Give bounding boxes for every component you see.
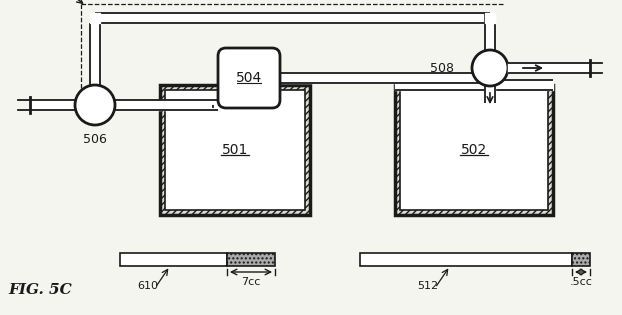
Bar <box>160 85 310 215</box>
Text: 7cc: 7cc <box>241 277 261 287</box>
Bar <box>165 90 305 210</box>
Circle shape <box>472 50 508 86</box>
Bar <box>227 253 275 266</box>
Bar <box>572 253 590 266</box>
Text: 508: 508 <box>430 61 454 75</box>
Circle shape <box>75 85 115 125</box>
Bar <box>360 253 572 266</box>
FancyBboxPatch shape <box>218 48 280 108</box>
Bar <box>485 13 495 23</box>
Text: 502: 502 <box>461 143 487 157</box>
Bar <box>400 90 548 210</box>
Text: FIG. 5C: FIG. 5C <box>8 283 72 297</box>
Text: 506: 506 <box>83 133 107 146</box>
Text: 610: 610 <box>137 281 159 291</box>
Bar <box>395 85 553 215</box>
Text: 512: 512 <box>417 281 439 291</box>
Bar <box>90 13 100 23</box>
Text: .5cc: .5cc <box>570 277 592 287</box>
Text: 504: 504 <box>236 71 262 85</box>
Text: 501: 501 <box>222 143 248 157</box>
Bar <box>120 253 227 266</box>
